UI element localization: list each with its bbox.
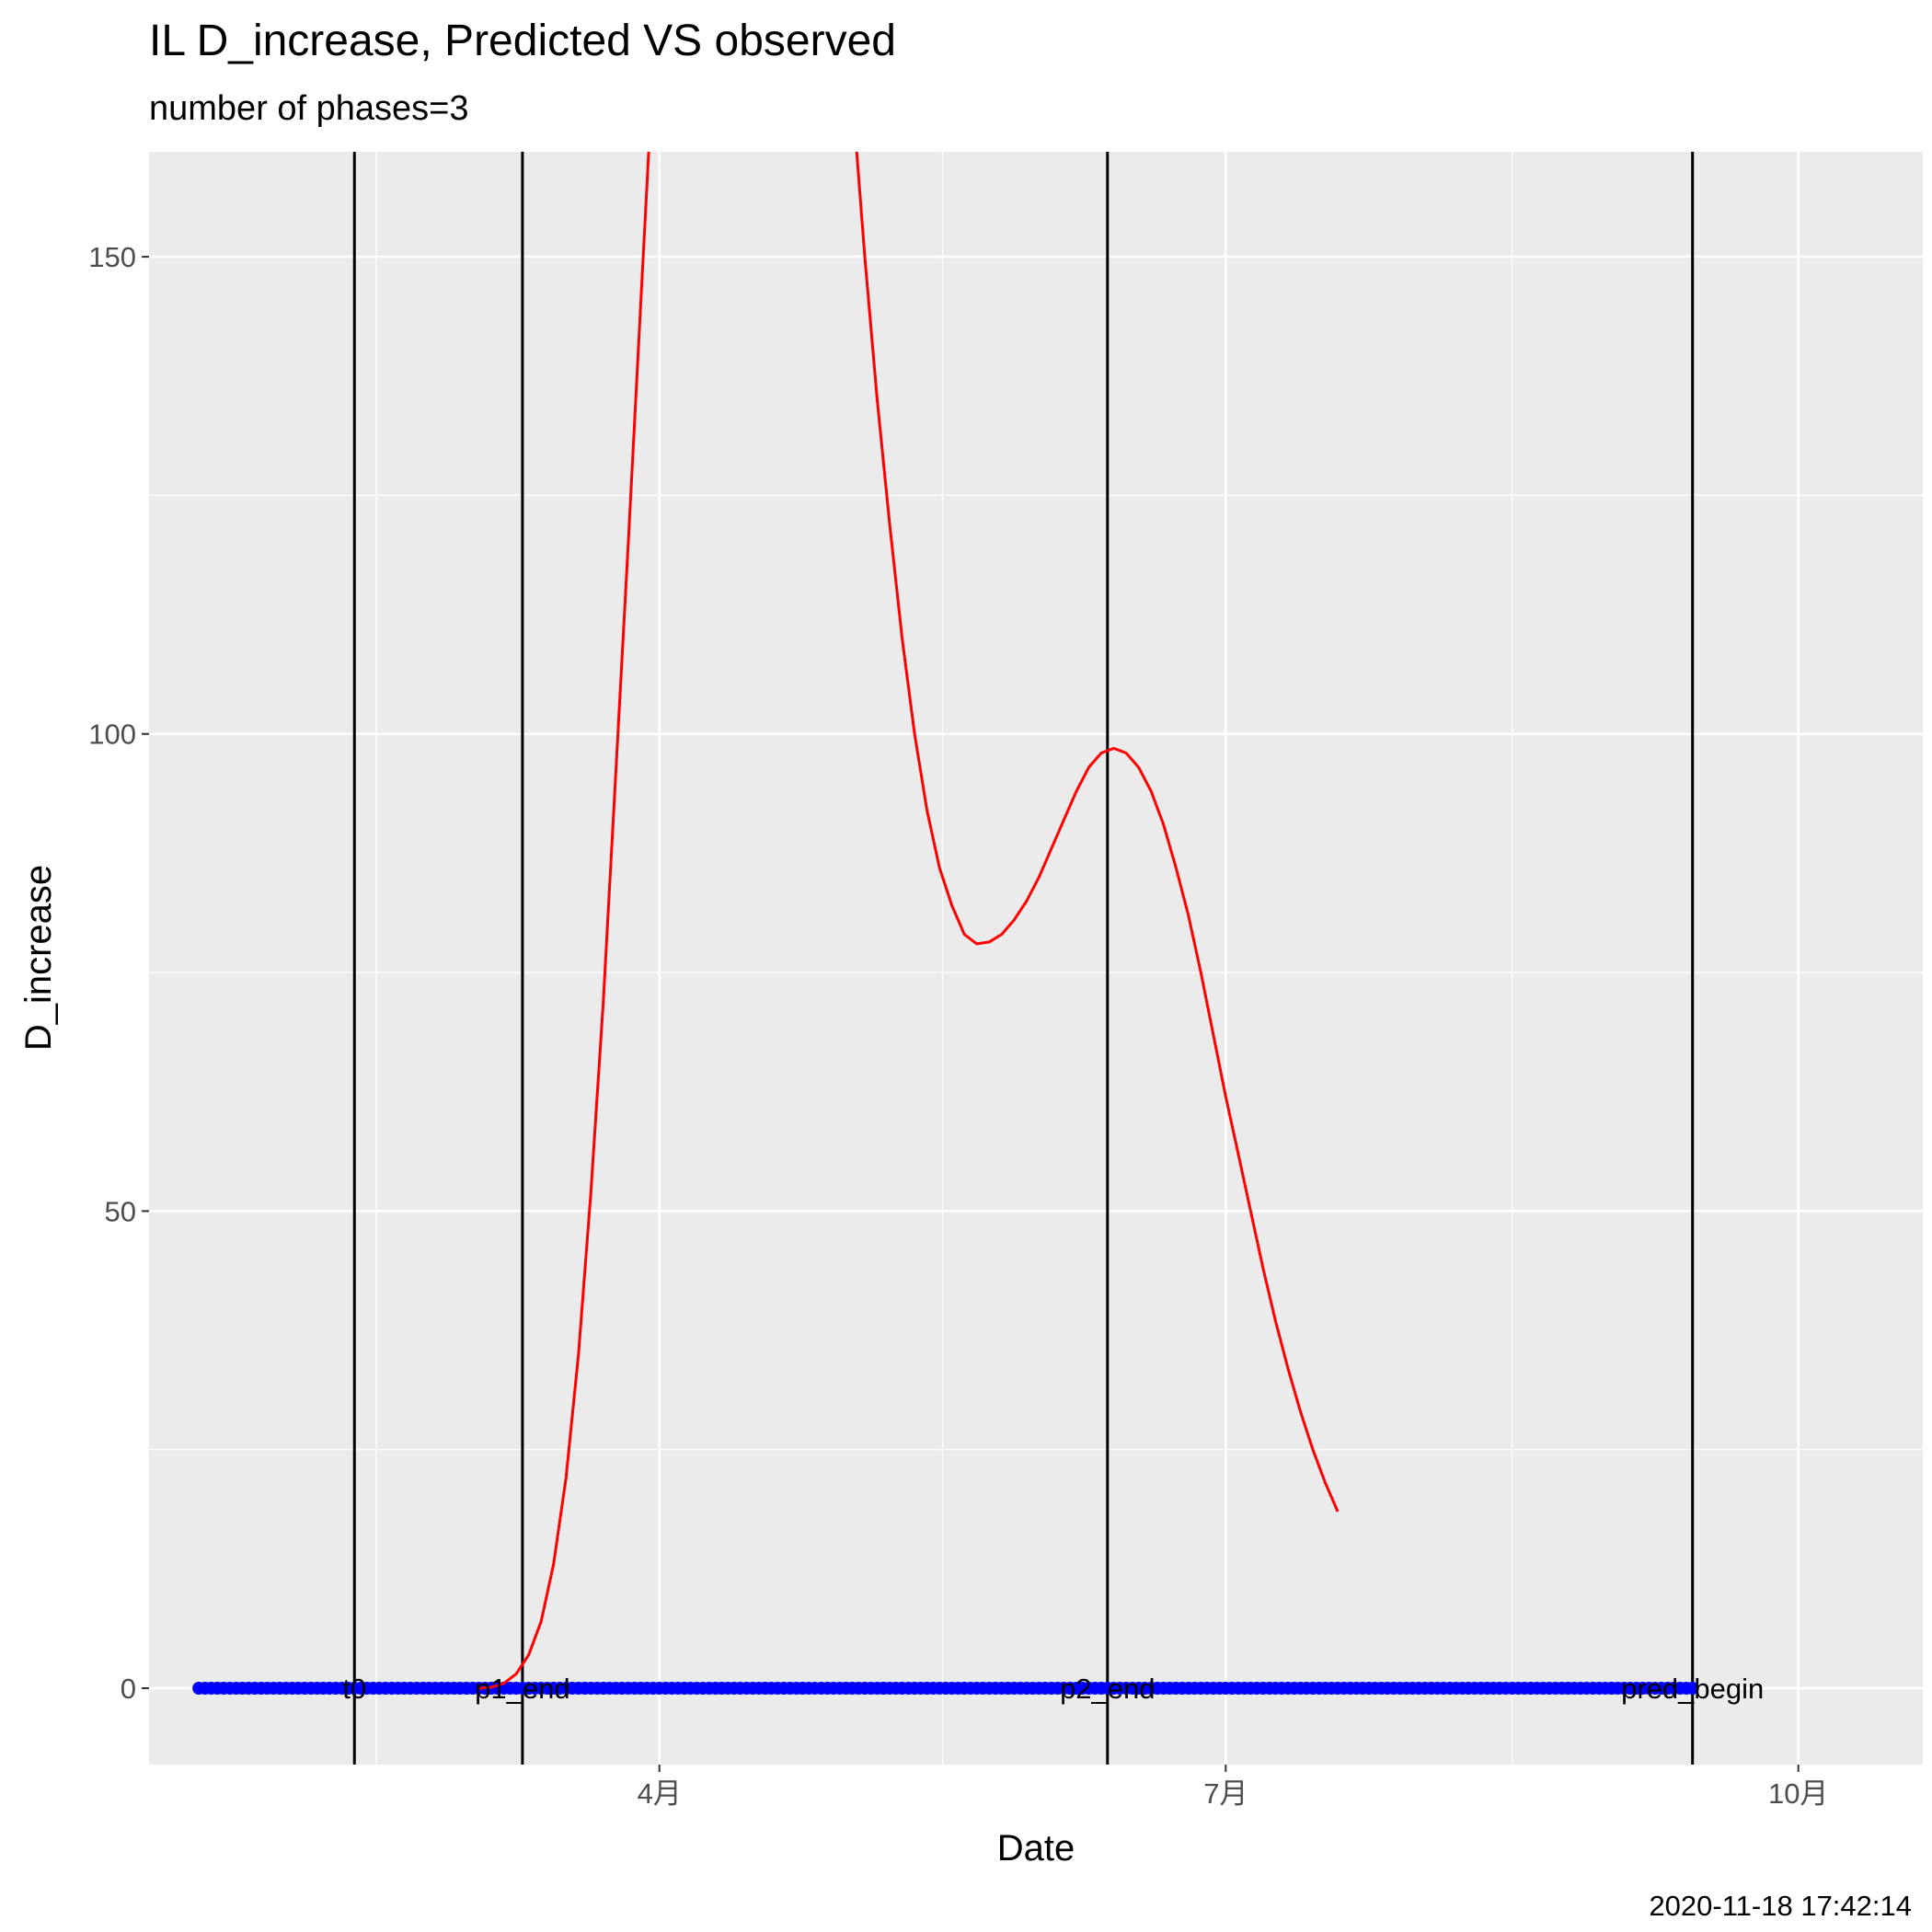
vline-label-t0: t0 xyxy=(342,1673,366,1705)
chart-title: IL D_increase, Predicted VS observed xyxy=(149,17,896,65)
predicted-line-group xyxy=(478,152,1340,1690)
grid-minor xyxy=(149,17,1923,1765)
y-tick-label: 150 xyxy=(88,241,136,273)
x-axis: 4月 7月 10月 xyxy=(638,1765,1828,1810)
predicted-line xyxy=(478,152,1340,1690)
vertical-markers xyxy=(352,152,1695,1765)
observed-points xyxy=(192,1682,1699,1696)
vline-label-pred_begin: pred_begin xyxy=(1621,1673,1764,1705)
chart-caption: 2020-11-18 17:42:14 xyxy=(1649,1890,1912,1922)
vertical-marker-labels: t0 p1_end p2_end pred_begin xyxy=(342,1673,1764,1705)
grid-major xyxy=(149,152,1923,1765)
vline-label-p2_end: p2_end xyxy=(1060,1673,1155,1705)
y-tick-label: 0 xyxy=(121,1673,136,1705)
x-tick-label: 10月 xyxy=(1768,1777,1828,1810)
chart-subtitle: number of phases=3 xyxy=(149,89,469,128)
y-axis-title: D_increase xyxy=(18,865,59,1051)
y-tick-label: 50 xyxy=(105,1195,136,1227)
x-tick-label: 4月 xyxy=(638,1777,682,1810)
y-axis: 0 50 100 150 xyxy=(88,241,149,1705)
plot-panel xyxy=(149,152,1923,1765)
y-tick-label: 100 xyxy=(88,719,136,751)
x-axis-title: Date xyxy=(997,1828,1075,1869)
observed-point xyxy=(1685,1682,1699,1696)
vline-label-p1_end: p1_end xyxy=(475,1673,569,1705)
x-tick-label: 7月 xyxy=(1203,1777,1248,1810)
